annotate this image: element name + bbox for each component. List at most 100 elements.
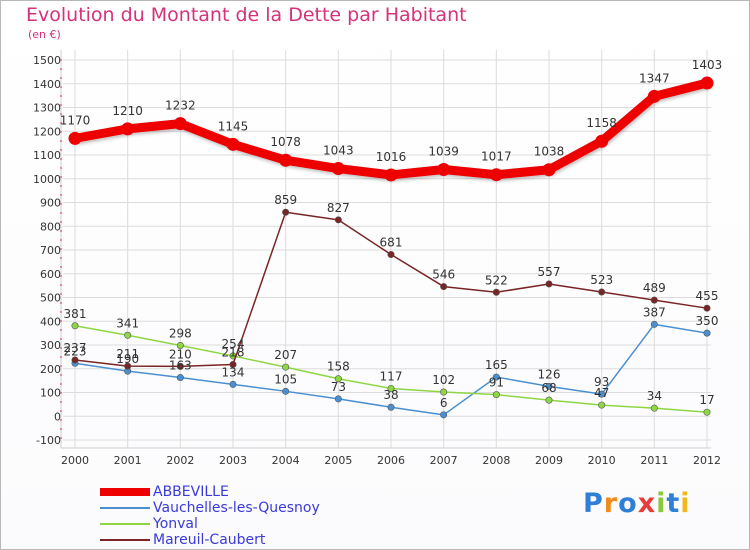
data-point (334, 395, 342, 403)
y-tick-label: 600 (40, 268, 61, 281)
data-label: 34 (647, 389, 662, 403)
y-tick-label: 1000 (33, 173, 61, 186)
x-tick-label: 2002 (166, 454, 194, 467)
data-label: 341 (116, 316, 139, 330)
data-label: 91 (489, 376, 504, 390)
data-label: 93 (594, 375, 609, 389)
axis-dot (60, 203, 62, 205)
data-label: 17 (699, 393, 714, 407)
axis-dot (60, 77, 62, 79)
x-tick-label: 2012 (693, 454, 721, 467)
axis-dot (60, 437, 62, 439)
grid (63, 50, 711, 448)
legend-label: Mareuil-Caubert (153, 532, 266, 548)
axis-dot (60, 212, 62, 214)
x-tick-label: 2001 (114, 454, 142, 467)
data-point (282, 363, 290, 371)
data-label: 117 (380, 369, 403, 383)
data-label: 859 (274, 193, 297, 207)
data-point (650, 320, 658, 328)
data-point (121, 122, 135, 136)
axis-dot (60, 140, 62, 142)
data-label: 1145 (218, 119, 249, 133)
series-yonval (71, 322, 711, 416)
axis-dot (60, 248, 62, 250)
data-label: 1016 (376, 150, 407, 164)
axis-dot (60, 383, 62, 385)
x-tick-label: 2000 (61, 454, 89, 467)
data-point (282, 387, 290, 395)
axis-dot (60, 302, 62, 304)
y-tick-label: 900 (40, 197, 61, 210)
data-point (545, 280, 553, 288)
axis-dot (60, 239, 62, 241)
data-label: 1039 (428, 144, 459, 158)
data-label: 455 (696, 289, 719, 303)
data-point (700, 76, 714, 90)
x-tick-label: 2003 (219, 454, 247, 467)
data-label: 68 (541, 381, 556, 395)
data-label: 1158 (586, 116, 617, 130)
data-label: 1170 (60, 113, 91, 127)
axis-dot (60, 95, 62, 97)
legend-label: Yonval (153, 516, 198, 532)
data-label: 381 (64, 307, 87, 321)
legend-swatch (100, 488, 150, 496)
y-tick-label: 1300 (33, 102, 61, 115)
data-label: 1043 (323, 144, 354, 158)
y-tick-label: 1400 (33, 78, 61, 91)
x-tick-label: 2006 (377, 454, 405, 467)
axis-dot (60, 428, 62, 430)
data-label: 223 (64, 344, 87, 358)
data-label: 105 (274, 372, 297, 386)
data-point (489, 168, 503, 182)
data-label: 165 (485, 358, 508, 372)
data-label: 158 (327, 360, 350, 374)
axis-dot (60, 374, 62, 376)
axis-dot (60, 410, 62, 412)
series-lines (68, 76, 714, 419)
data-point (595, 134, 609, 148)
axis-dot (60, 284, 62, 286)
series-mareuil-caubert (71, 208, 711, 370)
x-tick-label: 2010 (588, 454, 616, 467)
data-label: 134 (222, 365, 245, 379)
data-label: 163 (169, 359, 192, 373)
data-point (545, 382, 553, 390)
logo-letter: P (583, 488, 604, 519)
axis-dot (60, 257, 62, 259)
y-tick-label: 1100 (33, 149, 61, 162)
data-label: 1078 (270, 135, 301, 149)
axis-dot (60, 275, 62, 277)
data-label: 1232 (165, 99, 196, 113)
data-point (387, 403, 395, 411)
data-point (68, 131, 82, 145)
data-label: 1038 (534, 145, 565, 159)
axis-dot (60, 401, 62, 403)
data-label: 1347 (639, 71, 670, 85)
axis-dot (60, 293, 62, 295)
axis-dot (60, 266, 62, 268)
data-point (437, 162, 451, 176)
data-label: 827 (327, 201, 350, 215)
axis-dot (60, 185, 62, 187)
data-label: 489 (643, 281, 666, 295)
data-point (384, 168, 398, 182)
axis-dot (60, 311, 62, 313)
data-label: 47 (594, 386, 609, 400)
data-point (229, 360, 237, 368)
data-point (440, 283, 448, 291)
data-point (492, 288, 500, 296)
data-label: 126 (538, 367, 561, 381)
logo-letter: x (637, 488, 657, 519)
data-label: 523 (590, 273, 613, 287)
y-tick-label: 300 (40, 339, 61, 352)
axis-dot (60, 59, 62, 61)
data-label: 190 (116, 352, 139, 366)
data-point (124, 362, 132, 370)
logo-letter: r (603, 488, 619, 519)
data-point (650, 296, 658, 304)
data-point (279, 153, 293, 167)
data-point (334, 216, 342, 224)
